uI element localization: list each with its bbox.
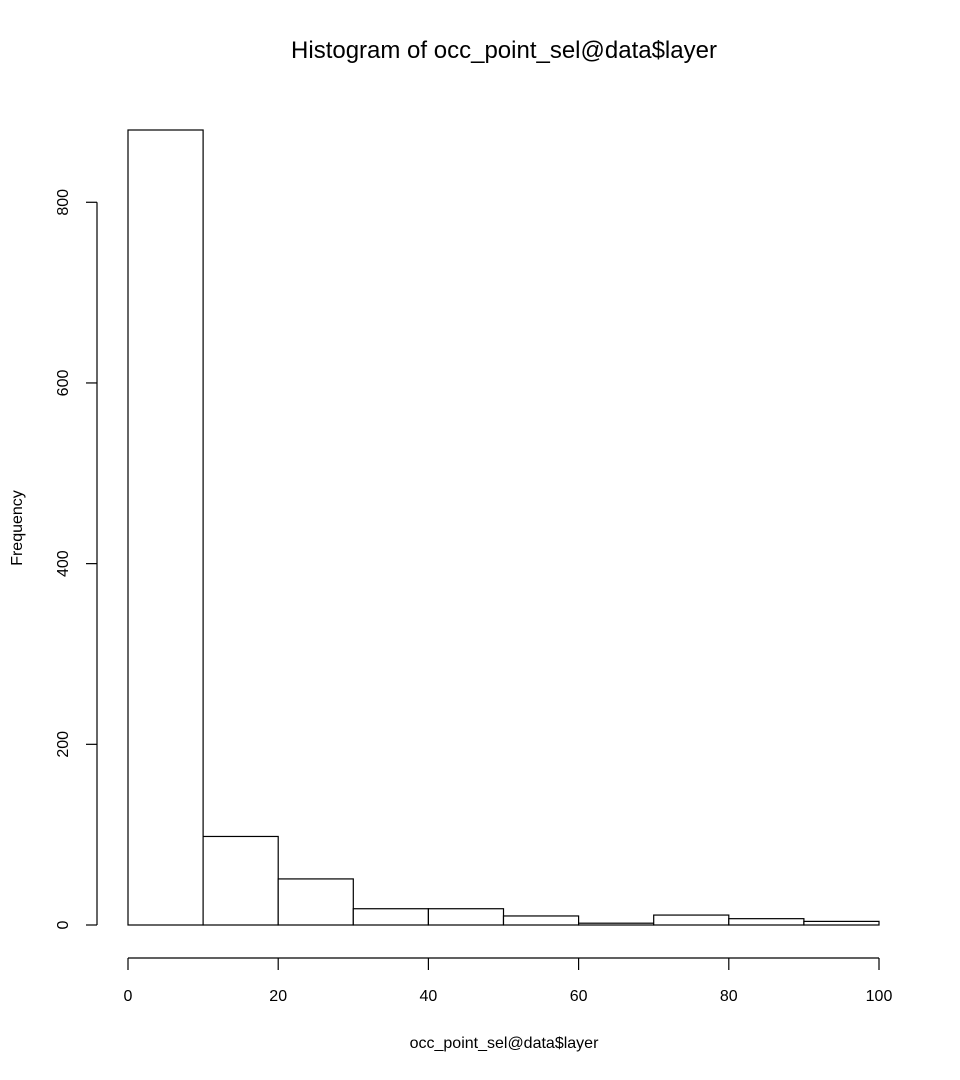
y-axis: 0 200 400 600 800: [55, 189, 98, 929]
y-axis-title: Frequency: [9, 490, 26, 566]
bars-group: [127, 129, 880, 926]
y-tick-label: 800: [55, 189, 72, 216]
y-tick-label: 0: [55, 920, 72, 929]
y-tick-label: 200: [55, 731, 72, 758]
x-tick-label: 40: [420, 988, 438, 1005]
x-axis: 0 20 40 60 80 100: [124, 957, 893, 1005]
chart-title: Histogram of occ_point_sel@data$layer: [291, 37, 717, 64]
x-tick-label: 0: [124, 988, 133, 1005]
x-tick-label: 60: [570, 988, 588, 1005]
x-tick-label: 80: [720, 988, 738, 1005]
histogram-bar: [202, 835, 279, 926]
histogram-bar: [502, 915, 580, 926]
histogram-bar: [728, 918, 805, 926]
histogram-bar: [352, 908, 429, 926]
histogram-bar: [127, 129, 204, 926]
histogram-bar: [653, 914, 730, 926]
histogram-bar: [577, 922, 655, 926]
histogram-bar: [277, 878, 354, 926]
x-axis-title: occ_point_sel@data$layer: [410, 1035, 599, 1052]
x-tick-label: 100: [866, 988, 893, 1005]
y-tick-label: 600: [55, 370, 72, 397]
histogram-bar: [427, 908, 505, 926]
x-tick-label: 20: [269, 988, 287, 1005]
y-tick-label: 400: [55, 550, 72, 577]
histogram-bar: [803, 920, 880, 926]
